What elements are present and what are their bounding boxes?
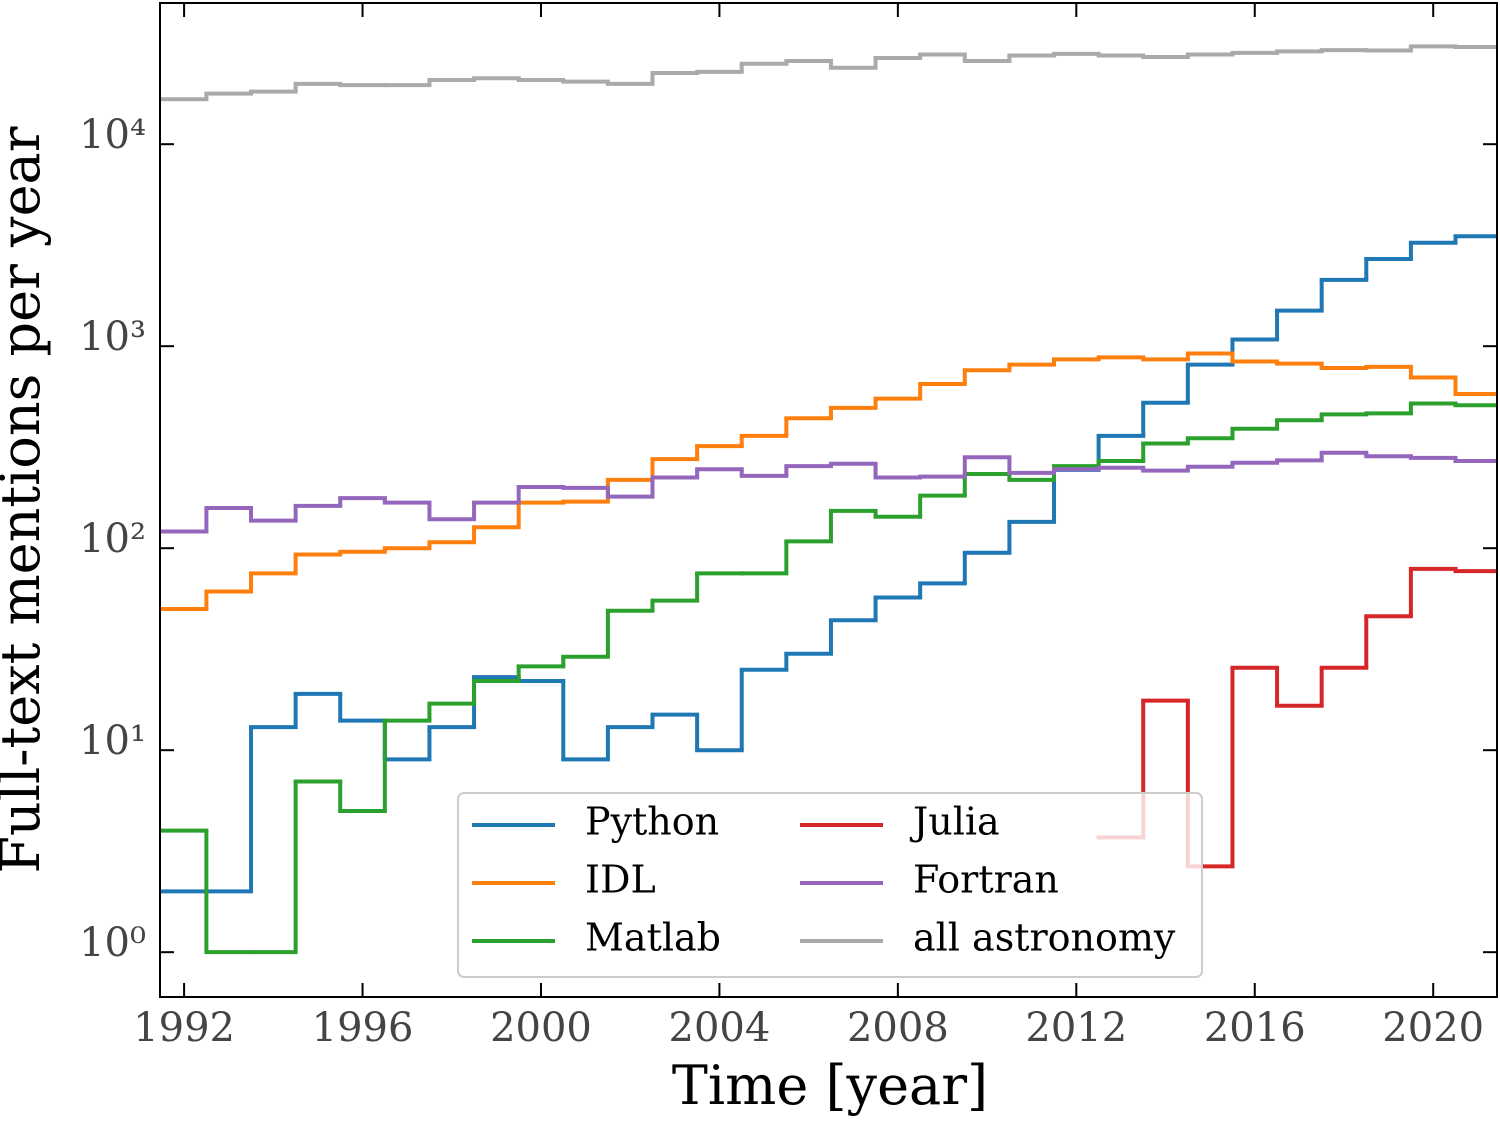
- x-tick-label: 2020: [1382, 1005, 1484, 1051]
- x-tick-label: 2012: [1025, 1005, 1127, 1051]
- legend-label: Fortran: [913, 858, 1059, 902]
- legend-label: Matlab: [585, 916, 721, 960]
- legend-label: all astronomy: [913, 916, 1176, 960]
- x-tick-label: 2000: [490, 1005, 592, 1051]
- x-tick-label: 2004: [669, 1005, 771, 1051]
- x-tick-label: 1996: [312, 1005, 414, 1051]
- plot-frame: [159, 2, 1498, 998]
- legend: Python IDL Matlab Julia Fortran all astronomy: [457, 792, 1203, 978]
- x-axis-label: Time [year]: [672, 1054, 988, 1117]
- x-tick-label: 1992: [133, 1005, 235, 1051]
- x-tick-label: 2016: [1204, 1005, 1306, 1051]
- y-axis-label: Full-text mentions per year: [0, 126, 52, 873]
- y-tick-label: 10⁴: [79, 112, 146, 158]
- legend-label: Python: [585, 800, 719, 844]
- legend-label: IDL: [585, 858, 656, 902]
- x-tick-label: 2008: [847, 1005, 949, 1051]
- y-tick-label: 10³: [79, 314, 146, 360]
- legend-label: Julia: [909, 800, 1000, 844]
- y-tick-label: 10²: [79, 516, 146, 562]
- y-tick-label: 10¹: [79, 718, 146, 764]
- y-tick-label: 10⁰: [79, 920, 146, 966]
